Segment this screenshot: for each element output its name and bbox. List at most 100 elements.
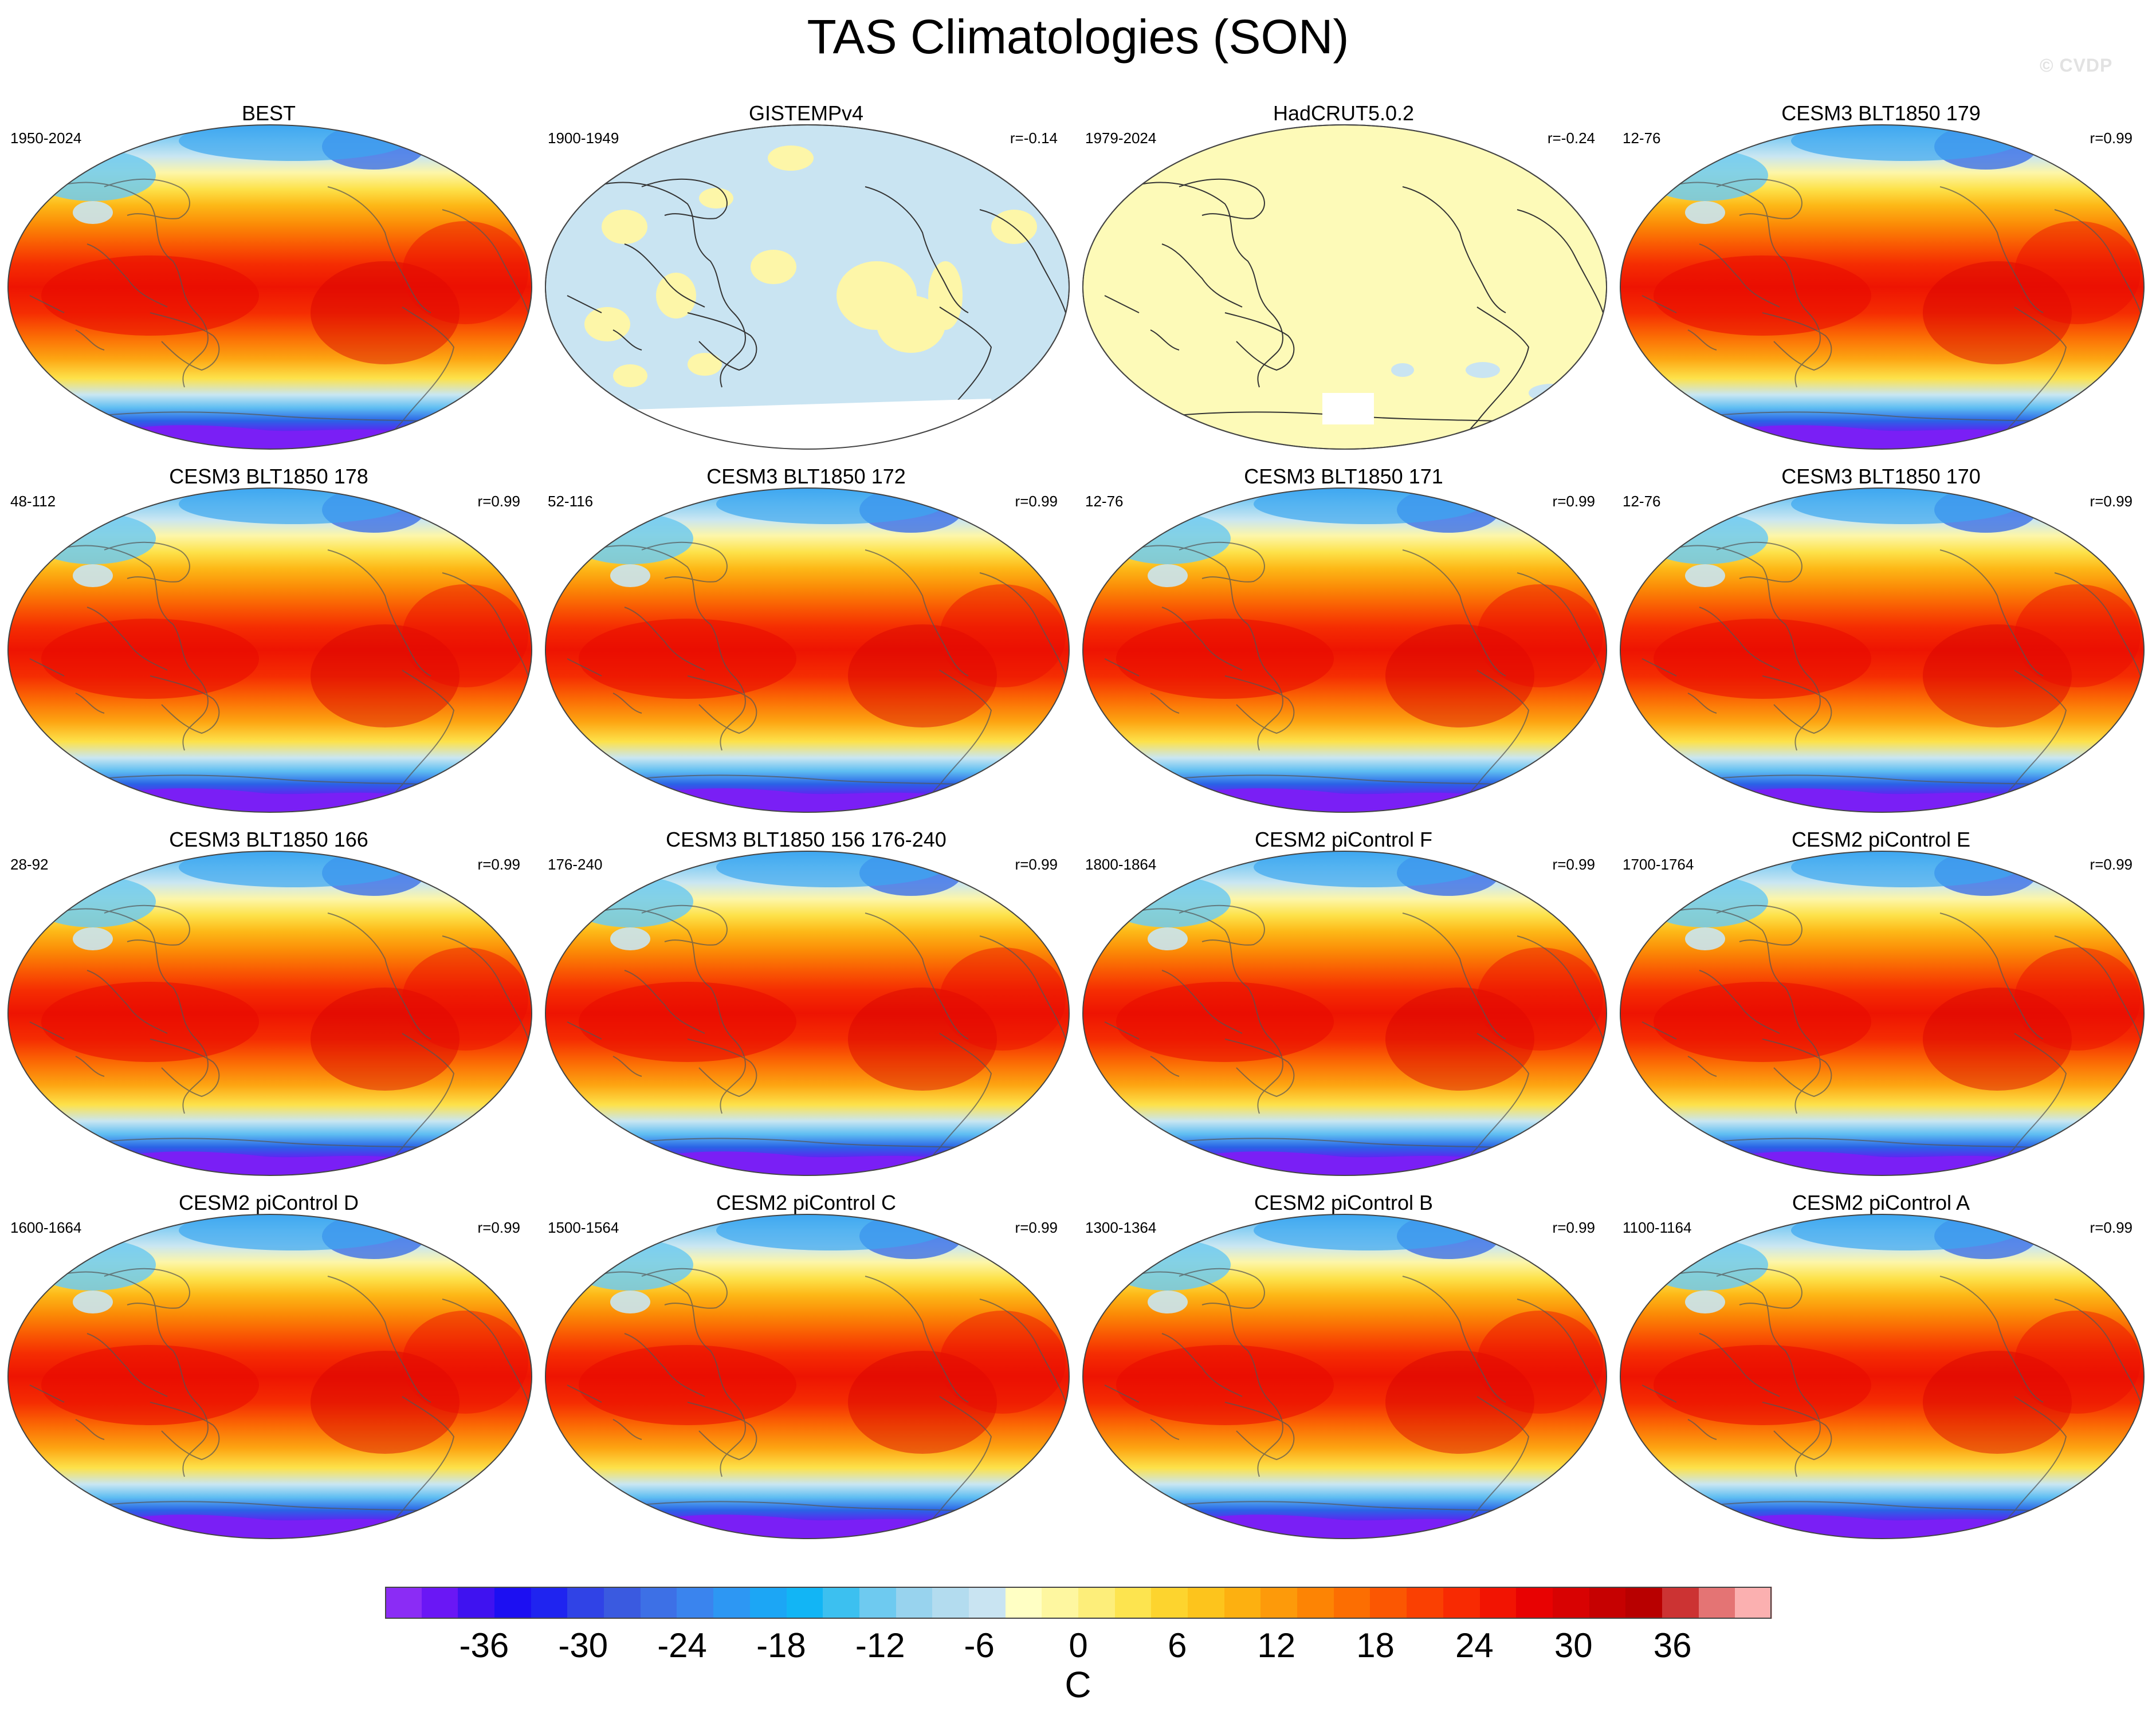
colorbar-box xyxy=(494,1587,532,1619)
panel-title: CESM3 BLT1850 179 xyxy=(1781,101,1981,125)
panel-period: 52-116 xyxy=(548,493,594,510)
panel-period: 1300-1364 xyxy=(1085,1219,1157,1236)
map-panel: CESM2 piControl E 1700-1764 r=0.99 xyxy=(1612,827,2150,1194)
colorbar-box xyxy=(1114,1587,1152,1619)
colorbar-box xyxy=(677,1587,714,1619)
colorbar-box xyxy=(567,1587,604,1619)
colorbar-tick-label: 12 xyxy=(1257,1626,1296,1665)
panel-period: 12-76 xyxy=(1623,129,1661,147)
panel-title: CESM2 piControl E xyxy=(1791,828,1971,851)
map-panel: CESM2 piControl C 1500-1564 r=0.99 xyxy=(537,1190,1075,1557)
panel-title: CESM3 BLT1850 178 xyxy=(169,465,368,488)
map-panel: CESM3 BLT1850 172 52-116 r=0.99 xyxy=(537,464,1075,831)
map-panel: CESM3 BLT1850 156 176-240 176-240 r=0.99 xyxy=(537,827,1075,1194)
map-field xyxy=(545,851,1070,1176)
colorbar-boxes xyxy=(385,1587,1772,1619)
map-panel: GISTEMPv4 1900-1949 r=-0.14 xyxy=(537,101,1075,467)
colorbar-box xyxy=(1370,1587,1407,1619)
colorbar-tick-label: 36 xyxy=(1653,1626,1692,1665)
panel-title: BEST xyxy=(241,101,296,125)
map-panel: CESM3 BLT1850 171 12-76 r=0.99 xyxy=(1075,464,1612,831)
colorbar: -36 -30 -24 -18 -12 -6 0 6 12 18 24 30 36 C xyxy=(0,1581,2156,1711)
panel-period: 1600-1664 xyxy=(10,1219,82,1236)
colorbar-box xyxy=(531,1587,568,1619)
map-field xyxy=(7,124,532,450)
panel-correlation: r=0.99 xyxy=(2090,856,2133,873)
panel-correlation: r=0.99 xyxy=(1552,1219,1595,1236)
map-panel: BEST 1950-2024 xyxy=(0,101,537,467)
panel-correlation: r=0.99 xyxy=(2090,1219,2133,1236)
panel-title: CESM2 piControl B xyxy=(1254,1191,1434,1214)
map-field xyxy=(1620,124,2145,450)
colorbar-box xyxy=(896,1587,933,1619)
map-field xyxy=(1082,124,1607,450)
colorbar-box xyxy=(713,1587,751,1619)
colorbar-box xyxy=(1297,1587,1334,1619)
colorbar-box xyxy=(968,1587,1006,1619)
panel-correlation: r=0.99 xyxy=(1015,493,1058,510)
colorbar-box xyxy=(1005,1587,1042,1619)
chart-title: TAS Climatologies (SON) xyxy=(807,10,1349,64)
colorbar-box xyxy=(1552,1587,1590,1619)
colorbar-tick-label: -36 xyxy=(459,1626,509,1665)
colorbar-box xyxy=(1589,1587,1626,1619)
panel-period: 1950-2024 xyxy=(10,129,82,147)
colorbar-box xyxy=(458,1587,495,1619)
map-field xyxy=(545,1214,1070,1539)
colorbar-box xyxy=(786,1587,823,1619)
colorbar-box xyxy=(1188,1587,1225,1619)
colorbar-box xyxy=(1260,1587,1298,1619)
colorbar-tick-label: 6 xyxy=(1168,1626,1187,1665)
colorbar-box xyxy=(1333,1587,1371,1619)
colorbar-tick-label: -6 xyxy=(964,1626,995,1665)
colorbar-tick-label: 30 xyxy=(1554,1626,1593,1665)
colorbar-box xyxy=(1479,1587,1517,1619)
panel-period: 1100-1164 xyxy=(1623,1219,1692,1236)
colorbar-tick-label: 18 xyxy=(1356,1626,1395,1665)
colorbar-frame xyxy=(385,1587,1772,1619)
panel-title: CESM2 piControl D xyxy=(178,1191,359,1214)
colorbar-box xyxy=(1151,1587,1188,1619)
panel-correlation: r=-0.24 xyxy=(1547,129,1595,147)
panel-correlation: r=0.99 xyxy=(477,856,520,873)
panel-correlation: r=0.99 xyxy=(1552,856,1595,873)
colorbar-tick-label: -30 xyxy=(558,1626,608,1665)
colorbar-tick-label: -24 xyxy=(657,1626,707,1665)
panel-title: CESM2 piControl A xyxy=(1792,1191,1970,1214)
map-field xyxy=(1620,1214,2145,1539)
colorbar-box xyxy=(1407,1587,1444,1619)
colorbar-box xyxy=(1224,1587,1262,1619)
colorbar-box xyxy=(1662,1587,1699,1619)
panel-correlation: r=0.99 xyxy=(1015,1219,1058,1236)
colorbar-tick-label: 24 xyxy=(1455,1626,1494,1665)
panel-title: CESM3 BLT1850 156 176-240 xyxy=(666,828,947,851)
colorbar-box xyxy=(1698,1587,1735,1619)
map-field xyxy=(7,851,532,1176)
map-panel: CESM3 BLT1850 179 12-76 r=0.99 xyxy=(1612,101,2150,467)
panel-period: 1900-1949 xyxy=(548,129,619,147)
colorbar-box xyxy=(1735,1587,1772,1619)
panel-title: CESM3 BLT1850 166 xyxy=(169,828,368,851)
colorbar-box xyxy=(604,1587,641,1619)
colorbar-box xyxy=(421,1587,458,1619)
panel-period: 12-76 xyxy=(1623,493,1661,510)
colorbar-tick-label: -18 xyxy=(756,1626,806,1665)
map-field xyxy=(1620,851,2145,1176)
panel-correlation: r=0.99 xyxy=(2090,129,2133,147)
watermark: © CVDP xyxy=(2040,55,2113,76)
map-panel: CESM3 BLT1850 166 28-92 r=0.99 xyxy=(0,827,537,1194)
panel-title: CESM3 BLT1850 172 xyxy=(706,465,906,488)
map-field xyxy=(545,124,1070,450)
colorbar-box xyxy=(385,1587,422,1619)
panel-title: CESM2 piControl F xyxy=(1254,828,1433,851)
colorbar-box xyxy=(1516,1587,1553,1619)
panel-correlation: r=0.99 xyxy=(1015,856,1058,873)
colorbar-tick-label: 0 xyxy=(1069,1626,1088,1665)
map-field xyxy=(545,487,1070,813)
map-panel: HadCRUT5.0.2 1979-2024 r=-0.24 xyxy=(1075,101,1612,467)
panel-period: 48-112 xyxy=(10,493,56,510)
map-field xyxy=(1082,1214,1607,1539)
panel-title: CESM3 BLT1850 171 xyxy=(1244,465,1443,488)
colorbar-units: C xyxy=(1065,1664,1091,1705)
panel-title: CESM2 piControl C xyxy=(716,1191,897,1214)
